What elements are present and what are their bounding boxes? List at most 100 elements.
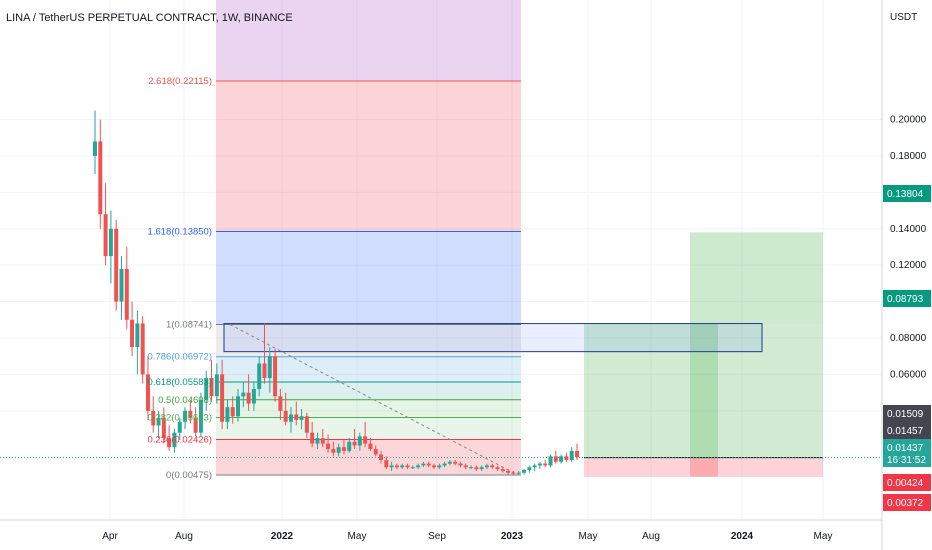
price-label-text: 0.00424	[887, 478, 924, 489]
candle-body	[484, 465, 489, 468]
price-label-text: 0.01457	[887, 426, 924, 437]
target-zone-overlap	[690, 323, 718, 458]
candle	[352, 429, 357, 450]
candle	[288, 407, 293, 433]
candle-body	[537, 463, 542, 466]
candle-body	[442, 463, 447, 466]
candle-body	[331, 449, 336, 453]
candle-body	[108, 228, 113, 257]
candle-body	[426, 463, 431, 466]
candle-body	[341, 447, 346, 451]
fib-zone	[216, 0, 521, 82]
fib-zone	[216, 81, 521, 232]
candle-body	[172, 432, 177, 448]
candle-body	[347, 441, 352, 451]
candle	[251, 381, 256, 411]
time-tick-label: May	[814, 531, 833, 542]
candle	[214, 363, 219, 404]
candle	[183, 407, 188, 430]
candle	[569, 447, 574, 462]
candle-body	[522, 469, 527, 473]
candle	[236, 388, 241, 422]
candle-body	[500, 469, 505, 471]
time-tick-label: Apr	[102, 531, 118, 542]
candle	[341, 439, 346, 455]
candle-body	[299, 416, 304, 420]
candle	[458, 461, 463, 468]
candle-body	[373, 449, 378, 455]
price-label-text: 0.13804	[887, 189, 924, 200]
fib-level-label: 1.618(0.13850)	[148, 227, 212, 238]
fib-labels: 2.618(0.22115) 1.618(0.13850) 1(0.08741) 0.…	[148, 76, 212, 481]
candle-body	[405, 465, 410, 468]
candle-body	[463, 465, 468, 468]
candle-body	[458, 463, 463, 466]
candle	[564, 452, 569, 462]
candle-body	[527, 467, 532, 470]
price-axis-unit: USDT	[890, 12, 917, 23]
time-tick-label: 2022	[271, 531, 294, 542]
price-tick-label: 0.20000	[890, 115, 927, 126]
candle-body	[246, 392, 251, 404]
candle-body	[352, 441, 357, 446]
candle	[93, 110, 97, 175]
candle	[506, 469, 511, 475]
candle	[474, 465, 479, 471]
candle	[193, 407, 198, 437]
price-tick-label: 0.12000	[890, 260, 927, 271]
candle	[114, 219, 119, 311]
candle	[347, 438, 352, 453]
candle	[294, 401, 299, 426]
candle-body	[553, 456, 558, 462]
candle-body	[103, 214, 108, 257]
candle-body	[177, 421, 182, 433]
candle	[548, 454, 553, 468]
candle-body	[315, 438, 320, 444]
candle	[421, 461, 426, 468]
price-label-badge	[883, 474, 931, 491]
candle	[437, 463, 442, 470]
candle	[220, 359, 225, 430]
time-axis[interactable]: Apr Aug 2022 May Sep 2023 May Aug 2024 May	[0, 0, 883, 550]
chart-title: LINA / TetherUS PERPETUAL CONTRACT, 1W, …	[6, 12, 293, 24]
candle	[447, 459, 452, 466]
candle	[384, 456, 389, 470]
candle-body	[283, 410, 288, 422]
candle	[469, 465, 474, 470]
candle-body	[135, 323, 140, 348]
candle-body	[209, 378, 214, 397]
candle	[204, 370, 209, 411]
candle	[500, 467, 505, 473]
candle-body	[294, 414, 299, 420]
price-label-text: 0.01509	[887, 409, 924, 420]
fib-zone	[216, 399, 521, 418]
candle	[368, 438, 373, 451]
price-label-text: 0.01437	[887, 443, 924, 454]
candle	[400, 463, 405, 470]
candle-body	[564, 456, 569, 460]
price-label-badge	[883, 290, 931, 307]
candle	[543, 459, 548, 468]
candle	[410, 465, 415, 470]
fib-level-label: 0.618(0.05583)	[148, 377, 212, 388]
candle	[527, 465, 532, 473]
price-label-badge	[883, 405, 931, 422]
candle	[172, 429, 177, 453]
candle	[278, 388, 283, 420]
candle	[262, 323, 267, 384]
price-label-badge	[883, 494, 931, 511]
candle-body	[447, 461, 452, 464]
candle-body	[183, 410, 188, 422]
candlestick-series	[93, 110, 579, 476]
candle	[225, 399, 230, 430]
price-axis[interactable]: USDT 0.200000.180000.160000.140000.12000…	[883, 12, 931, 511]
price-label-badge	[883, 185, 931, 202]
fib-zones	[216, 0, 521, 476]
candle-body	[368, 443, 373, 450]
candle	[161, 407, 166, 444]
candle	[135, 310, 140, 375]
candle	[379, 450, 384, 464]
candle	[336, 443, 341, 457]
candle-body	[548, 456, 553, 466]
